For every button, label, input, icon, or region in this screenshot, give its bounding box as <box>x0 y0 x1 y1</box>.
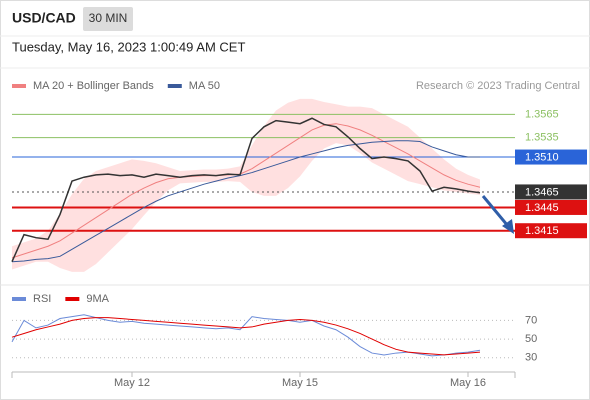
ma-line <box>11 140 480 263</box>
y-tick-label: 30 <box>525 352 537 364</box>
legend-swatch <box>12 84 26 88</box>
interval-button[interactable] <box>83 7 133 31</box>
level-box <box>515 184 587 200</box>
legend-label: 9MA <box>86 293 109 305</box>
level-box <box>515 223 587 239</box>
credit: Research © 2023 Trading Central <box>416 80 580 92</box>
level-label: 1.3510 <box>525 151 559 163</box>
legend-swatch <box>167 84 182 88</box>
legend-label: MA 20 + Bollinger Bands <box>33 80 154 92</box>
legend-label: RSI <box>33 293 51 305</box>
price-line <box>11 117 481 263</box>
legend-label: MA 50 <box>189 80 220 92</box>
level-label: 1.3565 <box>525 108 559 120</box>
timestamp: Tuesday, May 16, 2023 1:00:49 AM CET <box>12 39 245 54</box>
x-tick-label: May 12 <box>114 377 150 389</box>
legend-swatch <box>65 297 80 301</box>
x-tick-label: May 15 <box>282 377 318 389</box>
ma-line <box>11 123 481 259</box>
level-label: 1.3415 <box>525 225 559 237</box>
level-box <box>515 149 587 165</box>
bollinger-band <box>12 98 480 272</box>
level-label: 1.3465 <box>525 186 559 198</box>
legend-swatch <box>12 297 26 301</box>
level-box <box>515 199 587 215</box>
level-label: 1.3535 <box>525 132 559 144</box>
forecast-arrowhead <box>502 219 514 234</box>
rsi-line <box>11 317 481 356</box>
rsi-line <box>11 314 481 357</box>
interval-label[interactable]: 30 MIN <box>89 11 128 25</box>
x-tick-label: May 16 <box>450 377 486 389</box>
level-label: 1.3445 <box>525 202 559 214</box>
symbol: USD/CAD <box>12 10 76 26</box>
y-tick-label: 50 <box>525 333 537 345</box>
y-tick-label: 70 <box>525 314 537 326</box>
layers: 1.3565 1.3535 1.3510 1.3465 1.3445 1.3415 MA 2… <box>11 80 587 389</box>
forecast-arrow <box>481 195 510 227</box>
